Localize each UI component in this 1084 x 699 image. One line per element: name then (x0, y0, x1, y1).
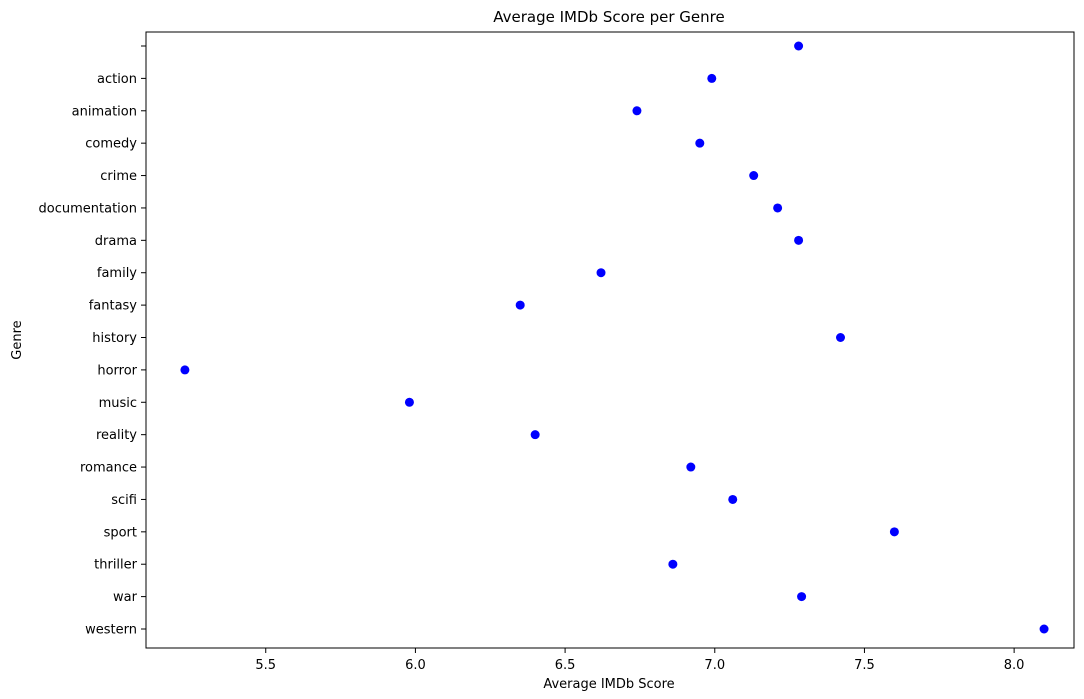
y-axis-label: Genre (10, 320, 25, 359)
y-tick-label: scifi (111, 493, 137, 508)
y-tick-label: documentation (39, 201, 137, 216)
data-point (836, 333, 846, 342)
data-point (794, 235, 804, 245)
x-tick-label: 8.0 (1004, 658, 1025, 673)
y-tick-label: music (99, 396, 137, 411)
x-axis: 5.5 6.0 6.5 7.0 7.5 8.0 (255, 648, 1024, 673)
data-point (1039, 624, 1049, 634)
data-point (707, 73, 717, 83)
y-tick-label: drama (95, 234, 137, 249)
data-point (180, 365, 190, 375)
data-point (749, 171, 759, 181)
x-tick-label: 5.5 (255, 658, 276, 673)
y-tick-label: sport (104, 525, 137, 540)
y-tick-label: reality (96, 428, 137, 443)
data-point (889, 527, 899, 537)
chart-title: Average IMDb Score per Genre (493, 8, 724, 26)
data-point (404, 397, 414, 407)
y-tick-label: action (97, 72, 137, 87)
y-tick-label: horror (97, 363, 137, 378)
data-point (695, 138, 705, 148)
y-tick-label: western (85, 623, 137, 638)
data-point (773, 203, 783, 213)
data-point (728, 494, 738, 504)
y-tick-label: comedy (85, 137, 137, 152)
y-tick-label: history (92, 331, 137, 346)
y-tick-label: war (113, 590, 138, 605)
data-points (180, 41, 1049, 634)
y-axis: action animation comedy crime documentation d… (39, 45, 146, 638)
data-point (686, 462, 696, 472)
x-tick-label: 6.0 (405, 658, 426, 673)
x-axis-label: Average IMDb Score (543, 677, 674, 692)
x-tick-label: 7.5 (854, 658, 875, 673)
y-tick-label: fantasy (89, 299, 138, 314)
data-point (668, 559, 678, 569)
data-point (797, 592, 807, 602)
y-tick-label: family (97, 266, 137, 281)
data-point (530, 430, 540, 440)
x-tick-label: 7.0 (704, 658, 725, 673)
x-tick-label: 6.5 (555, 658, 576, 673)
data-point (794, 41, 804, 51)
data-point (632, 106, 642, 116)
y-tick-label: romance (80, 461, 137, 476)
data-point (515, 300, 525, 310)
data-point (596, 268, 606, 278)
plot-frame (145, 31, 1075, 649)
y-tick-label: thriller (94, 558, 138, 573)
y-tick-label: crime (100, 169, 137, 184)
y-tick-label: animation (72, 104, 137, 119)
